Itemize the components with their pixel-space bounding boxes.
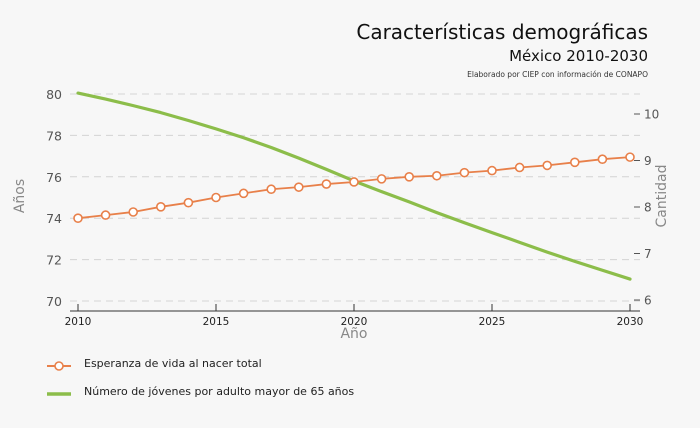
y-tick-label: 72 xyxy=(46,253,62,268)
x-tick-label: 2010 xyxy=(65,316,92,328)
data-point-life-expectancy xyxy=(487,165,497,176)
data-point-life-expectancy xyxy=(349,177,359,187)
data-point-life-expectancy xyxy=(183,197,194,208)
series-layer xyxy=(73,91,635,281)
data-point-life-expectancy xyxy=(266,184,277,195)
x-axis-title: Año xyxy=(340,326,367,340)
data-point-life-expectancy xyxy=(625,152,635,162)
data-point-life-expectancy xyxy=(459,167,470,178)
legend-swatch-green-line-icon xyxy=(46,385,72,397)
data-point-life-expectancy xyxy=(542,160,553,171)
data-point-life-expectancy xyxy=(156,202,166,212)
y-tick-label: 80 xyxy=(46,87,62,102)
data-point-life-expectancy xyxy=(569,157,580,168)
chart-source-note: Elaborado por CIEP con información de CO… xyxy=(467,70,648,79)
legend-item-youth-ratio[interactable]: Número de jóvenes por adulto mayor de 65… xyxy=(46,380,354,402)
legend-swatch-orange-marker-icon xyxy=(46,357,72,371)
y-tick-label: 70 xyxy=(46,294,62,309)
data-point-life-expectancy xyxy=(128,207,138,217)
legend-item-life-expectancy[interactable]: Esperanza de vida al nacer total xyxy=(46,352,354,374)
y2-tick-label: 10 xyxy=(644,108,659,122)
legend-label: Esperanza de vida al nacer total xyxy=(84,356,262,370)
data-point-life-expectancy xyxy=(238,188,249,199)
data-point-life-expectancy xyxy=(293,182,304,192)
data-point-life-expectancy xyxy=(73,213,83,223)
data-point-life-expectancy xyxy=(100,210,111,220)
y2-axis-title: Cantidad xyxy=(654,165,670,228)
y-tick-label: 76 xyxy=(46,170,62,185)
y2-tick-label: 8 xyxy=(644,201,652,215)
y2-tick-label: 6 xyxy=(644,294,652,308)
data-point-life-expectancy xyxy=(431,170,442,181)
data-point-life-expectancy xyxy=(211,192,221,203)
x-tick-label: 2025 xyxy=(479,316,506,328)
y-tick-label: 74 xyxy=(46,211,62,226)
y-axis-title: Años xyxy=(12,179,28,213)
x-tick-label: 2030 xyxy=(617,316,644,328)
data-point-life-expectancy xyxy=(597,154,608,165)
data-point-life-expectancy xyxy=(376,174,387,184)
x-tick-label: 2020 xyxy=(341,316,368,328)
chart-title: Características demográficas xyxy=(356,20,648,44)
chart-subtitle: México 2010-2030 xyxy=(509,47,648,65)
legend-label: Número de jóvenes por adulto mayor de 65… xyxy=(84,384,355,398)
legend: Esperanza de vida al nacer total Número … xyxy=(46,352,354,408)
data-point-life-expectancy xyxy=(404,172,415,182)
y-tick-label: 78 xyxy=(46,128,62,143)
y2-tick-label: 9 xyxy=(644,154,652,168)
data-point-life-expectancy xyxy=(321,179,332,189)
y2-tick-label: 7 xyxy=(644,247,652,261)
gridlines xyxy=(70,93,640,302)
x-tick-label: 2015 xyxy=(203,316,230,328)
data-point-life-expectancy xyxy=(514,162,525,173)
